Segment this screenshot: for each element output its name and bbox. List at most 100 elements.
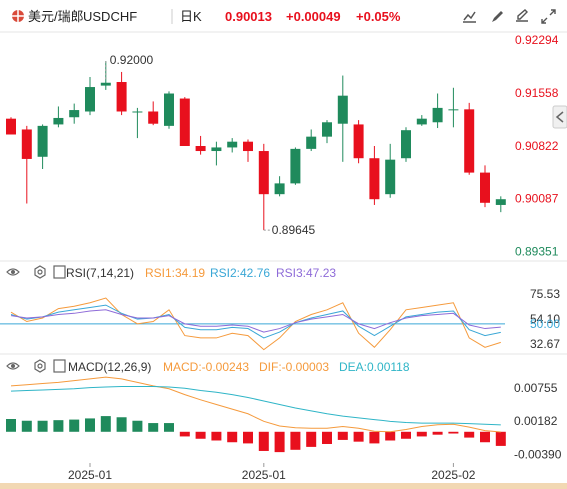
candlestick-panel: [6, 61, 506, 231]
rsi-line-2: [10, 304, 501, 339]
macd-bar: [53, 420, 64, 432]
macd-bar: [432, 431, 443, 435]
high-label: 0.92000: [110, 53, 154, 67]
candle-body: [258, 151, 269, 195]
indicator-icon[interactable]: [462, 9, 477, 24]
chart-header: 美元/瑞郎 USDCHF 日K 0.90013 +0.00049 +0.05%: [12, 9, 556, 24]
candle: [416, 115, 427, 126]
price-axis: 0.92294 0.91558 0.90822 0.90087 0.89351: [515, 33, 559, 259]
macd-tick-label: -0.00390: [514, 447, 562, 461]
candle: [480, 165, 490, 208]
candle: [448, 87, 459, 128]
edit-icon[interactable]: [516, 9, 528, 22]
macd-bar: [495, 431, 506, 446]
macd-bar: [85, 418, 95, 432]
candle-body: [401, 130, 411, 159]
price-tick-label: 0.90822: [515, 139, 559, 153]
candle-body: [164, 93, 174, 126]
period-label[interactable]: 日K: [180, 9, 202, 24]
candle: [116, 71, 127, 116]
candle: [69, 103, 80, 124]
rsi-line-1: [10, 297, 501, 351]
rsi-line-3: [10, 309, 501, 333]
settings-icon[interactable]: [34, 265, 46, 279]
candle: [401, 127, 411, 162]
candle-body: [21, 129, 32, 159]
rsi-tick-label: 50.00: [530, 317, 560, 331]
candle-body: [322, 122, 332, 137]
fullscreen-icon[interactable]: [541, 9, 556, 24]
candle-body: [37, 125, 48, 157]
macd-bar: [258, 431, 269, 451]
candle-body: [432, 107, 443, 123]
macd-bar: [132, 420, 143, 432]
macd-bar: [464, 431, 475, 438]
macd-bar: [179, 431, 190, 437]
macd-bar: [274, 431, 285, 453]
rsi-tick-label: 32.67: [530, 337, 560, 351]
candle-body: [6, 118, 16, 135]
macd-bar: [416, 431, 427, 437]
candle: [369, 146, 380, 205]
macd-tick-label: 0.00182: [514, 414, 558, 428]
macd-bar: [164, 423, 174, 432]
macd-bar: [401, 431, 411, 439]
candle-body: [243, 141, 253, 152]
collapse-button[interactable]: [552, 105, 567, 129]
candle: [148, 101, 159, 126]
rsi-tick-label: 54.10: [530, 312, 560, 326]
candle-body: [116, 82, 127, 112]
draw-icon[interactable]: [492, 11, 503, 22]
candle-body: [448, 109, 459, 111]
macd-tick-label: 0.00755: [514, 381, 558, 395]
settings-icon[interactable]: [34, 359, 46, 373]
macd-bar: [100, 416, 111, 432]
macd-bar: [227, 431, 238, 443]
candle: [432, 93, 443, 129]
candle: [464, 102, 475, 175]
macd-bar: [6, 419, 16, 432]
chevron-left-icon: [555, 111, 564, 123]
macd-bar: [369, 431, 380, 444]
macd-bar: [195, 431, 206, 439]
macd-header: MACD(12,26,9) MACD:-0.00243 DIF:-0.00003…: [6, 359, 410, 374]
current-price: 0.90013: [225, 9, 272, 24]
candle: [37, 124, 48, 170]
macd-bar: [290, 431, 301, 450]
dif-legend: DIF:-0.00003: [259, 360, 329, 374]
candle-body: [385, 159, 396, 195]
low-annotation: 0.89645: [263, 223, 316, 237]
macd-bar: [353, 431, 364, 442]
macd-bar: [385, 431, 396, 441]
eye-icon[interactable]: [6, 362, 20, 370]
candle: [385, 143, 396, 198]
candle: [495, 196, 506, 213]
candle-body: [195, 146, 206, 152]
macd-panel: [6, 376, 506, 453]
candle: [53, 106, 64, 128]
dea-line: [10, 385, 501, 426]
candle: [132, 107, 143, 139]
time-axis: 2025-01 2025-01 2025-02: [68, 463, 476, 482]
candle-body: [306, 136, 317, 149]
rsi-panel: [0, 297, 505, 351]
rsi3-legend: RSI3:47.23: [276, 266, 336, 280]
symbol-name: 美元/瑞郎: [28, 9, 84, 24]
candle: [274, 176, 285, 197]
macd-bar: [148, 423, 159, 432]
candle-body: [290, 148, 301, 184]
eye-icon[interactable]: [6, 268, 20, 276]
candle: [164, 91, 174, 129]
dif-line: [10, 376, 501, 433]
candle-body: [337, 95, 348, 124]
macd-icon: [53, 359, 66, 373]
macd-bar: [37, 420, 48, 432]
macd-axis: 0.00755 0.00182 -0.00390: [514, 381, 562, 462]
macd-bar: [69, 419, 80, 432]
candle: [322, 120, 332, 144]
macd-bar: [448, 431, 459, 434]
candle: [211, 141, 222, 166]
rsi-title: RSI(7,14,21): [66, 266, 134, 280]
candle-body: [274, 183, 285, 195]
